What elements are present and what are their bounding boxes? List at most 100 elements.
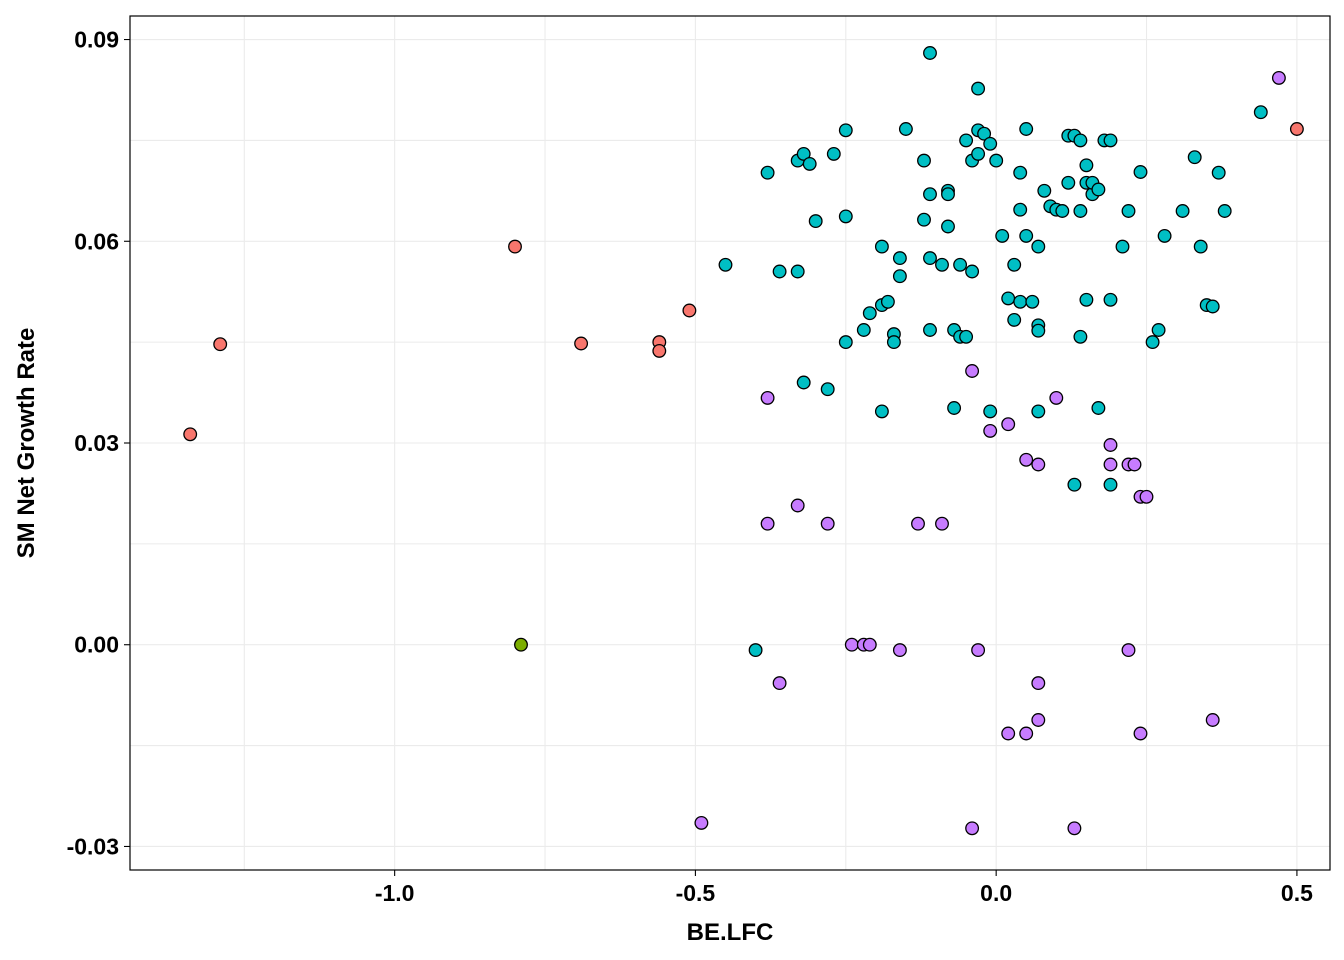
data-point	[790, 264, 805, 279]
data-point	[892, 269, 907, 284]
data-point	[838, 209, 853, 224]
data-point	[917, 212, 931, 227]
data-point	[965, 264, 980, 279]
data-point	[1031, 713, 1046, 727]
data-point	[959, 329, 974, 344]
data-point	[1157, 228, 1172, 243]
data-point	[808, 214, 823, 229]
data-point	[965, 821, 980, 836]
axis-ticks: -1.0 -0.5 0.0 0.5 -0.03 0.00 0.03 0.06 0.09	[67, 27, 1314, 906]
data-point	[652, 343, 667, 358]
data-point	[1103, 477, 1118, 492]
data-point	[898, 122, 913, 136]
data-point	[1289, 122, 1304, 136]
data-point	[1001, 417, 1016, 432]
data-point	[790, 498, 805, 513]
data-point	[574, 336, 589, 351]
data-point	[1217, 204, 1232, 218]
data-point	[1091, 401, 1106, 415]
data-points	[183, 46, 1304, 836]
data-point	[856, 323, 871, 337]
data-point	[682, 303, 697, 318]
data-point	[1019, 122, 1034, 136]
data-point	[1103, 457, 1118, 472]
data-point	[1067, 477, 1082, 492]
data-point	[1025, 294, 1040, 309]
data-point	[971, 81, 986, 96]
data-point	[772, 676, 787, 691]
y-tick-label: 0.09	[74, 27, 119, 53]
x-tick-label: 0.0	[980, 880, 1012, 906]
data-point	[953, 257, 968, 272]
data-point	[983, 423, 998, 438]
data-point	[995, 228, 1010, 243]
data-point	[977, 126, 992, 141]
data-point	[1013, 202, 1028, 217]
data-point	[1019, 452, 1034, 467]
data-point	[923, 46, 937, 60]
data-point	[1079, 158, 1094, 173]
data-point	[1205, 713, 1220, 727]
data-point	[874, 404, 889, 419]
data-point	[947, 401, 962, 415]
data-point	[1145, 335, 1160, 350]
x-tick-label: 0.5	[1281, 880, 1313, 906]
data-point	[923, 251, 937, 266]
data-point	[1073, 204, 1088, 218]
data-point	[1031, 676, 1046, 691]
data-point	[796, 375, 811, 390]
data-point	[1127, 457, 1142, 472]
data-point	[508, 239, 522, 254]
data-point	[748, 643, 763, 658]
data-point	[971, 643, 986, 658]
data-point	[760, 165, 775, 180]
data-point	[694, 815, 709, 830]
data-point	[989, 153, 1004, 168]
data-point	[1067, 821, 1082, 836]
data-point	[1007, 257, 1022, 272]
data-point	[1103, 292, 1118, 307]
data-point	[802, 156, 817, 171]
data-point	[862, 637, 877, 652]
data-point	[862, 306, 877, 321]
data-point	[1193, 239, 1208, 254]
data-point	[1061, 175, 1076, 190]
data-point	[1013, 165, 1028, 180]
data-point	[1139, 489, 1154, 504]
data-point	[1091, 182, 1106, 197]
y-tick-label: 0.00	[74, 632, 119, 658]
data-point	[820, 516, 835, 531]
data-point	[514, 637, 528, 652]
data-point	[838, 123, 853, 138]
data-point	[917, 153, 931, 168]
data-point	[1031, 404, 1046, 419]
data-point	[1103, 438, 1118, 452]
y-tick-label: 0.03	[74, 430, 119, 456]
x-axis-title: BE.LFC	[687, 919, 774, 946]
data-point	[874, 239, 889, 254]
data-point	[1031, 239, 1046, 254]
data-point	[971, 146, 986, 161]
y-axis-title: SM Net Growth Rate	[13, 328, 40, 559]
data-point	[213, 337, 228, 352]
data-point	[844, 637, 859, 652]
data-point	[1211, 165, 1226, 180]
data-point	[1133, 165, 1148, 179]
y-tick-label: 0.06	[74, 228, 119, 254]
data-point	[1007, 312, 1022, 327]
data-point	[892, 251, 907, 266]
data-point	[983, 404, 998, 419]
data-point	[772, 264, 787, 279]
data-point	[760, 516, 775, 531]
data-point	[880, 294, 895, 309]
data-point	[941, 187, 955, 202]
data-point	[923, 187, 937, 202]
data-point	[826, 146, 841, 161]
data-point	[923, 323, 937, 337]
data-point	[983, 136, 998, 151]
data-point	[1187, 150, 1202, 165]
data-point	[760, 390, 775, 405]
data-point	[935, 516, 949, 531]
data-point	[959, 133, 974, 148]
